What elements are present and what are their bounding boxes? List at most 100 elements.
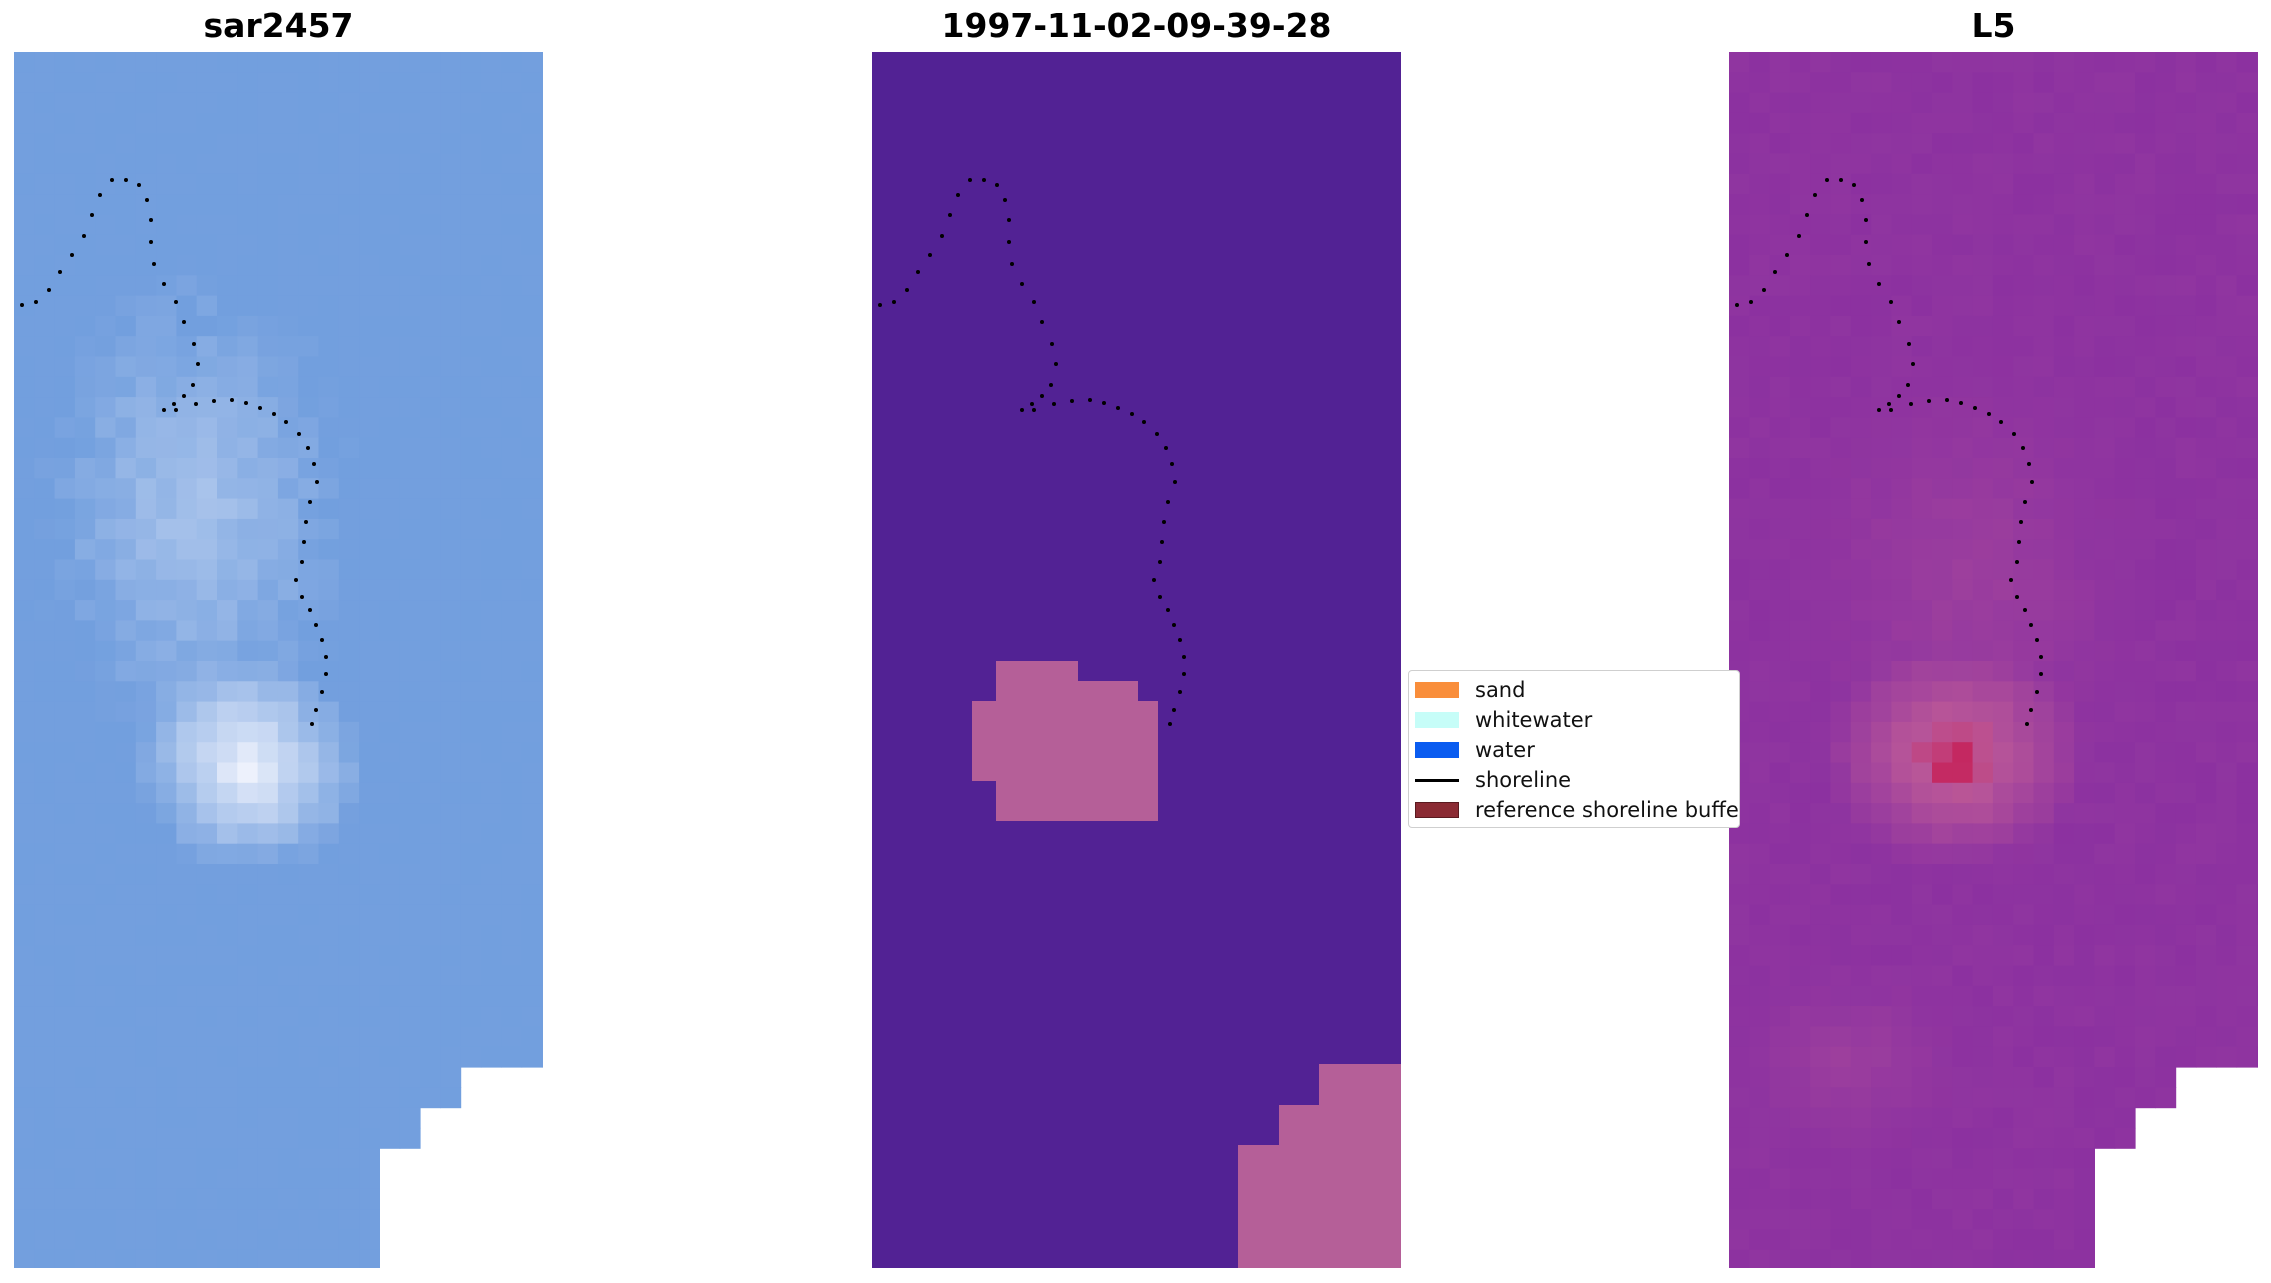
image-pixel	[338, 458, 360, 479]
image-pixel	[1830, 518, 1852, 540]
image-pixel	[176, 214, 198, 236]
image-pixel	[277, 1127, 299, 1149]
image-pixel	[54, 214, 76, 236]
image-pixel	[2094, 904, 2116, 926]
image-pixel	[237, 884, 259, 906]
image-pixel	[2074, 864, 2095, 885]
image-pixel	[176, 376, 198, 398]
image-pixel	[2155, 1046, 2177, 1068]
image-pixel	[399, 681, 421, 703]
image-pixel	[1769, 518, 1791, 540]
image-pixel	[1850, 945, 1872, 967]
image-pixel	[298, 782, 320, 804]
image-pixel	[2216, 458, 2238, 479]
image-pixel	[2074, 356, 2095, 378]
image-pixel	[1891, 1107, 1913, 1129]
image-pixel	[156, 1209, 177, 1230]
image-pixel	[338, 721, 360, 743]
image-pixel	[156, 782, 177, 804]
image-pixel	[1749, 1067, 1771, 1088]
image-pixel	[34, 397, 56, 418]
image-pixel	[1830, 965, 1852, 987]
image-pixel	[2256, 194, 2258, 215]
image-pixel	[1749, 214, 1771, 236]
image-pixel	[1992, 112, 2014, 134]
image-pixel	[480, 721, 502, 743]
image-pixel	[1972, 661, 1994, 682]
image-pixel	[1952, 803, 1974, 824]
image-pixel	[196, 782, 218, 804]
image-pixel	[440, 579, 462, 601]
image-pixel	[176, 133, 198, 155]
image-pixel	[1729, 539, 1750, 561]
image-pixel	[115, 295, 137, 317]
image-pixel	[1891, 559, 1913, 581]
image-pixel	[399, 437, 421, 459]
image-pixel	[54, 721, 76, 743]
image-pixel	[1871, 681, 1892, 703]
image-pixel	[1911, 336, 1933, 358]
image-pixel	[440, 803, 462, 824]
image-pixel	[14, 742, 35, 764]
image-pixel	[1932, 336, 1953, 358]
image-pixel	[2236, 620, 2258, 642]
class-sand-patch	[996, 781, 1158, 821]
image-pixel	[1911, 742, 1933, 764]
image-pixel	[2013, 133, 2035, 155]
image-pixel	[460, 498, 482, 520]
shoreline-point	[152, 262, 156, 266]
image-pixel	[1932, 1188, 1953, 1210]
image-pixel	[1789, 437, 1811, 459]
image-pixel	[2033, 965, 2055, 987]
image-pixel	[440, 742, 462, 764]
shoreline-point	[2025, 722, 2029, 726]
image-pixel	[379, 397, 401, 418]
image-pixel	[34, 843, 56, 865]
image-pixel	[1850, 742, 1872, 764]
image-pixel	[2216, 681, 2238, 703]
image-pixel	[1850, 539, 1872, 561]
image-pixel	[1830, 72, 1852, 94]
image-pixel	[1992, 924, 2014, 946]
image-pixel	[338, 295, 360, 317]
image-pixel	[2155, 478, 2177, 500]
image-pixel	[2013, 803, 2035, 824]
image-pixel	[2155, 620, 2177, 642]
image-pixel	[480, 518, 502, 540]
image-pixel	[1952, 1168, 1974, 1190]
image-pixel	[1871, 376, 1892, 398]
image-pixel	[34, 823, 56, 845]
image-pixel	[115, 579, 137, 601]
image-pixel	[541, 945, 543, 967]
image-pixel	[1932, 640, 1953, 662]
shoreline-point	[2030, 480, 2034, 484]
image-pixel	[135, 1148, 157, 1170]
shoreline-point	[1003, 198, 1007, 202]
image-pixel	[1891, 52, 1913, 73]
image-pixel	[135, 315, 157, 337]
image-pixel	[521, 539, 543, 561]
class-water-region	[872, 52, 1401, 1268]
image-pixel	[1850, 153, 1872, 175]
image-pixel	[541, 843, 543, 865]
image-pixel	[54, 478, 76, 500]
image-pixel	[399, 458, 421, 479]
image-pixel	[1830, 1087, 1852, 1109]
image-pixel	[2236, 275, 2258, 297]
image-pixel	[338, 417, 360, 439]
image-pixel	[399, 782, 421, 804]
image-pixel	[420, 661, 441, 682]
image-pixel	[135, 701, 157, 723]
image-pixel	[1729, 458, 1750, 479]
image-pixel	[135, 194, 157, 215]
image-pixel	[2175, 214, 2197, 236]
image-pixel	[2114, 518, 2136, 540]
image-pixel	[115, 945, 137, 967]
image-pixel	[521, 214, 543, 236]
image-pixel	[1850, 518, 1872, 540]
image-pixel	[2053, 864, 2075, 885]
image-pixel	[1972, 803, 1994, 824]
image-pixel	[176, 275, 198, 297]
image-pixel	[1749, 539, 1771, 561]
image-pixel	[2175, 336, 2197, 358]
